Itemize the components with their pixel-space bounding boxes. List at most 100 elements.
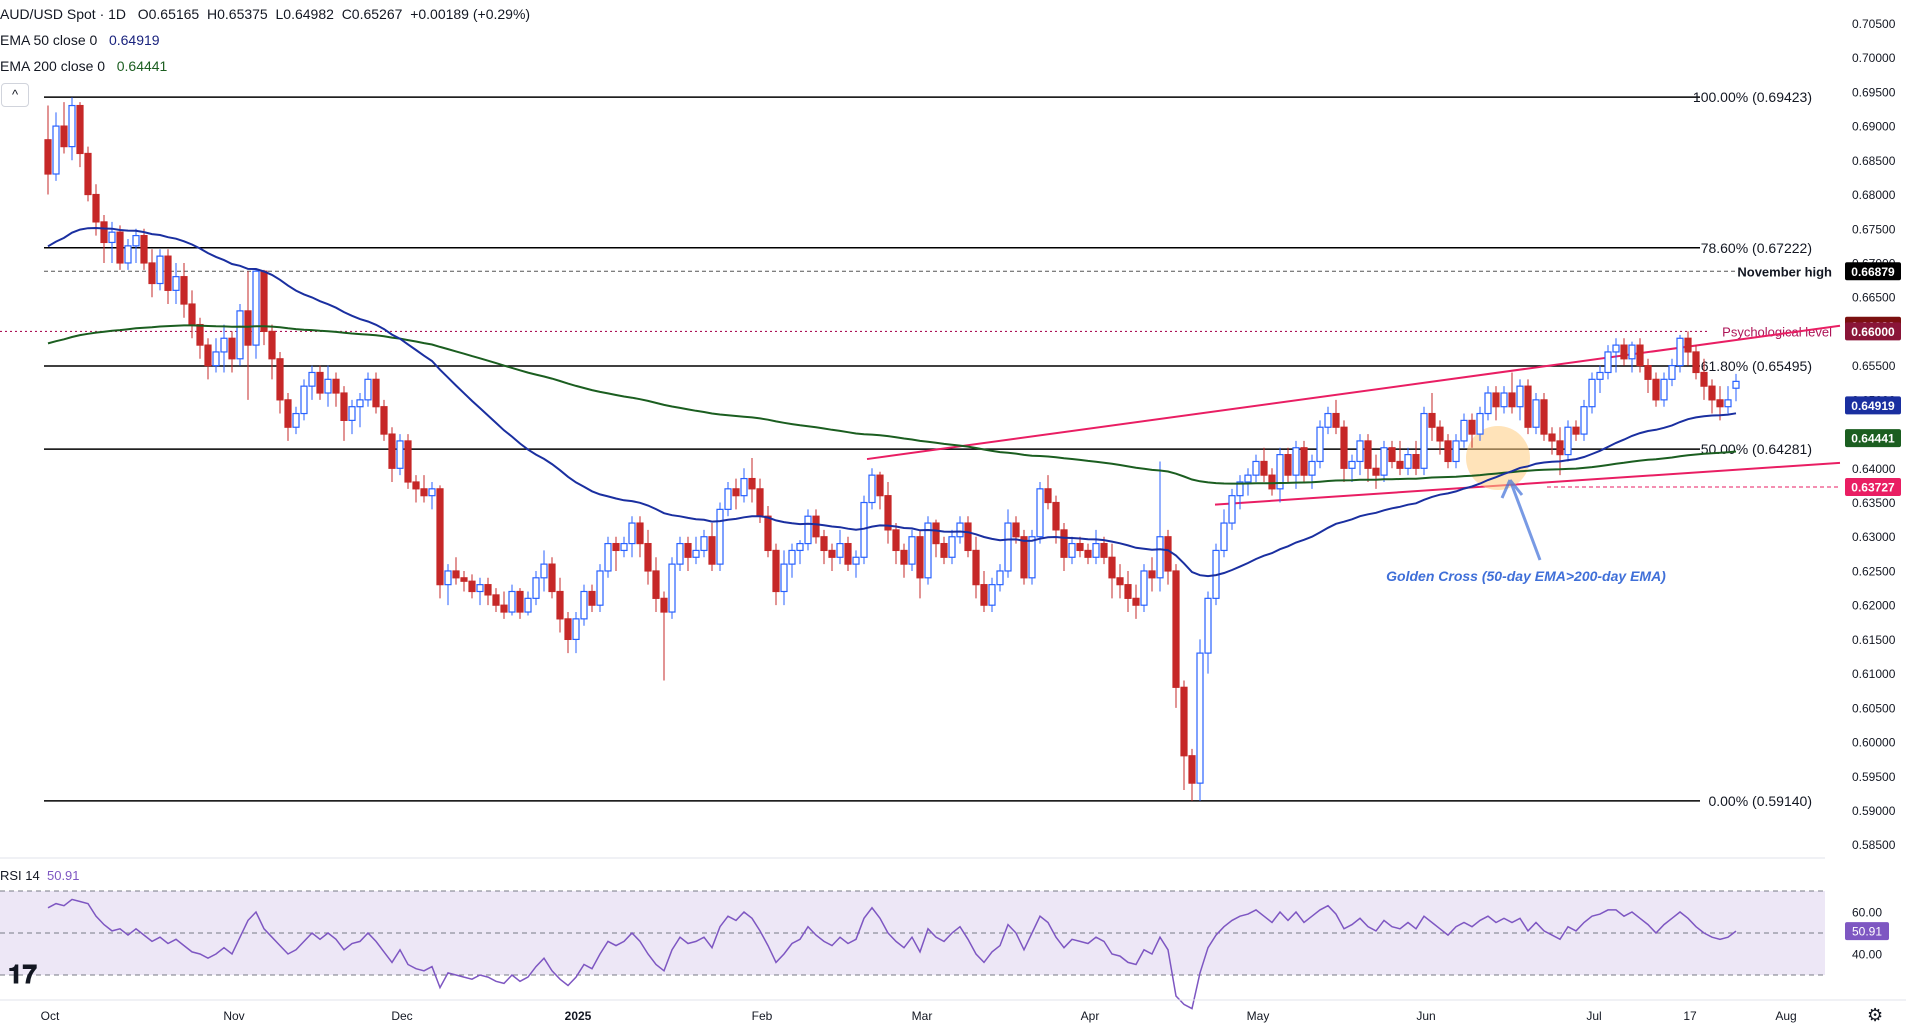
time-tick-label: Oct — [41, 1009, 60, 1023]
candle-body — [868, 474, 876, 504]
candle — [1452, 434, 1460, 469]
rsi-panel[interactable]: 60.00 40.00 50.91 — [0, 890, 1889, 1010]
candle-body — [564, 618, 572, 641]
rsi-value-tag-text: 50.91 — [1852, 925, 1882, 939]
candle-body — [116, 231, 124, 264]
golden-cross-text: Golden Cross (50-day EMA>200-day EMA) — [1386, 568, 1666, 584]
candle — [428, 481, 436, 510]
candle-body — [1412, 454, 1420, 469]
candle-body — [1156, 536, 1164, 579]
candle — [1220, 509, 1228, 558]
candle — [1164, 529, 1172, 585]
candle-body — [396, 440, 404, 469]
price-axis[interactable]: 0.70500 0.70000 0.69500 0.69000 0.68500 0.680… — [1845, 17, 1901, 852]
candle — [228, 331, 236, 373]
november-high-tag-bg — [1845, 262, 1901, 281]
candle — [172, 262, 180, 305]
candle-body — [1116, 577, 1124, 586]
candle — [948, 529, 956, 565]
price-tick-label: 0.59500 — [1852, 770, 1896, 784]
candle — [1444, 434, 1452, 469]
candle-body — [388, 433, 396, 469]
candle-body — [1636, 344, 1644, 367]
candle — [484, 577, 492, 606]
open-value: O0.65165 — [137, 6, 200, 22]
price-tick-label: 0.69000 — [1852, 120, 1896, 134]
fib-label-3: 50.00% (0.64281) — [1701, 441, 1812, 457]
candle-body — [812, 515, 820, 538]
candle-body — [1428, 412, 1436, 428]
candle-body — [316, 371, 324, 394]
candle-body — [1140, 570, 1148, 606]
candle — [564, 612, 572, 654]
ema50-tag: 0.64919 — [1845, 396, 1901, 415]
candle — [988, 577, 996, 613]
candlesticks[interactable] — [44, 97, 1740, 801]
ema50-legend[interactable]: EMA 50 close 0 0.64919 — [0, 32, 160, 48]
rsi-legend[interactable]: RSI 14 50.91 — [0, 868, 80, 883]
price-tick-label: 0.64000 — [1852, 462, 1896, 476]
candle-body — [188, 303, 196, 326]
candle-body — [236, 310, 244, 360]
candle-body — [1044, 488, 1052, 504]
candle-body — [772, 549, 780, 593]
candle-body — [596, 570, 604, 606]
candle — [308, 365, 316, 400]
change-value: +0.00189 (+0.29%) — [410, 6, 531, 22]
candle — [892, 523, 900, 565]
golden-cross-annotation: Golden Cross (50-day EMA>200-day EMA) — [1386, 479, 1666, 584]
candle — [540, 550, 548, 592]
candle-body — [1548, 433, 1556, 442]
candle-body — [1676, 337, 1684, 367]
candle-body — [1452, 440, 1460, 463]
low-value: L0.64982 — [275, 6, 334, 22]
fib-label-0: 100.00% (0.69423) — [1693, 89, 1812, 105]
candle-body — [1060, 529, 1068, 558]
candle — [68, 97, 76, 161]
candle — [1052, 495, 1060, 544]
candle — [1188, 748, 1196, 801]
candle-body — [436, 488, 444, 586]
symbol-legend[interactable]: AUD/USD Spot · 1D O0.65165 H0.65375 L0.6… — [0, 6, 530, 22]
candle-body — [972, 549, 980, 586]
candle — [1100, 536, 1108, 565]
candle — [276, 351, 284, 414]
candle — [1260, 447, 1268, 482]
candle-body — [724, 488, 732, 510]
candle-body — [100, 221, 108, 244]
candle-body — [964, 522, 972, 552]
ema50-line — [47, 226, 1737, 578]
candle-body — [980, 584, 988, 606]
candle-body — [740, 477, 748, 497]
candle-body — [588, 590, 596, 606]
tradingview-logo-icon[interactable]: 𝟏𝟕 — [8, 960, 37, 990]
candle-body — [1324, 412, 1332, 428]
candle-body — [180, 276, 188, 305]
candle — [764, 505, 772, 558]
candle — [684, 536, 692, 571]
candle — [60, 102, 68, 154]
candle — [1700, 358, 1708, 400]
time-axis[interactable]: Oct Nov Dec 2025 Feb Mar Apr May Jun Jul 17 Aug — [0, 999, 1906, 1023]
candle-body — [348, 406, 356, 421]
collapse-legend-button[interactable]: ^ — [1, 83, 29, 107]
candle-body — [1196, 652, 1204, 784]
candle-body — [148, 262, 156, 285]
november-high-tag-text: 0.66879 — [1851, 265, 1895, 279]
candle-body — [572, 618, 580, 641]
candle — [924, 516, 932, 585]
november-high-label: November high — [1737, 264, 1832, 279]
candle-body — [884, 495, 892, 531]
rsi-value-tag-bg — [1845, 922, 1889, 941]
candle-body — [828, 549, 836, 558]
candle-body — [900, 549, 908, 565]
candle-body — [764, 515, 772, 552]
candle — [1524, 379, 1532, 435]
candle-body — [1700, 371, 1708, 387]
candle — [388, 427, 396, 482]
settings-gear-icon[interactable]: ⚙ — [1867, 1005, 1884, 1026]
candle-body — [1444, 440, 1452, 463]
candle-body — [732, 488, 740, 497]
ema200-legend[interactable]: EMA 200 close 0 0.64441 — [0, 58, 167, 74]
